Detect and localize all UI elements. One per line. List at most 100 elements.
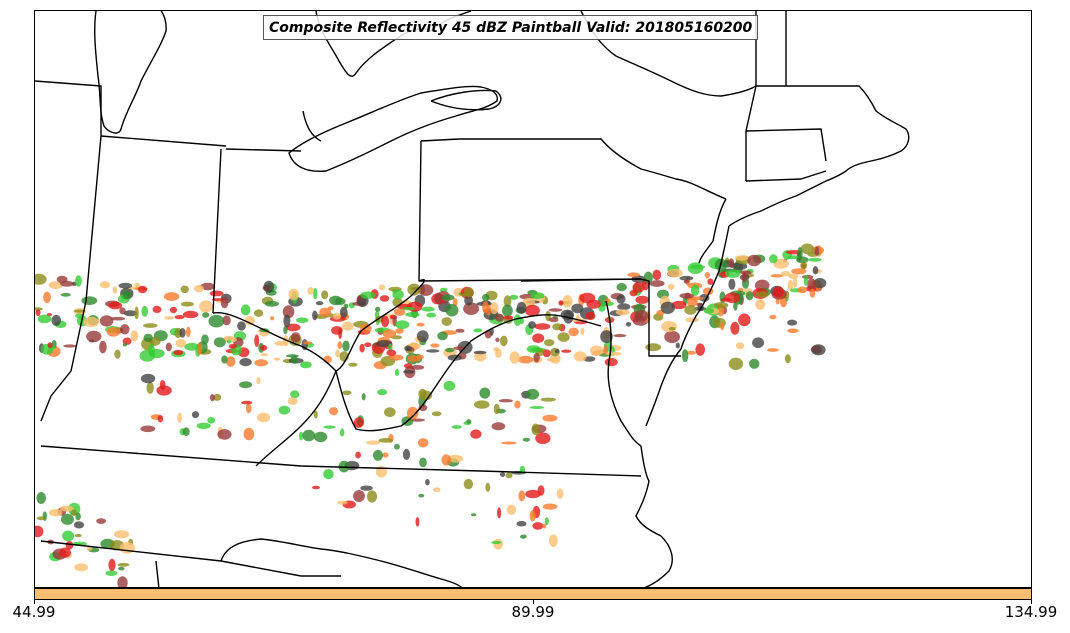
reflectivity-blob: [531, 423, 540, 436]
map-title: Composite Reflectivity 45 dBZ Paintball …: [263, 15, 759, 40]
reflectivity-blob: [237, 321, 246, 331]
reflectivity-blob: [518, 355, 534, 364]
reflectivity-blob: [193, 284, 204, 293]
reflectivity-blob: [108, 301, 123, 310]
reflectivity-blob: [792, 277, 798, 288]
reflectivity-blob: [118, 566, 125, 571]
reflectivity-blob: [110, 316, 126, 321]
reflectivity-blob: [500, 335, 508, 347]
ct-ri-border: [745, 170, 827, 182]
reflectivity-blob: [485, 482, 491, 492]
reflectivity-blob: [146, 382, 154, 394]
reflectivity-blob: [222, 315, 231, 326]
reflectivity-blob: [175, 338, 187, 348]
reflectivity-blob: [75, 512, 81, 521]
reflectivity-blob: [441, 454, 452, 466]
reflectivity-blob: [407, 283, 421, 296]
reflectivity-blob: [65, 540, 74, 550]
reflectivity-blob: [60, 513, 74, 525]
reflectivity-blob: [425, 479, 430, 486]
reflectivity-blob: [313, 410, 318, 419]
reflectivity-blob: [274, 340, 288, 346]
reflectivity-blob: [37, 314, 52, 324]
in-oh-border: [212, 148, 222, 314]
reflectivity-blob: [696, 302, 702, 307]
reflectivity-blob: [130, 330, 139, 342]
reflectivity-blob: [473, 328, 483, 333]
reflectivity-blob: [431, 411, 442, 417]
reflectivity-blob: [542, 349, 551, 358]
reflectivity-blob: [616, 294, 626, 304]
reflectivity-blob: [767, 348, 779, 352]
reflectivity-blob: [426, 349, 440, 353]
reflectivity-blob: [75, 275, 82, 287]
reflectivity-blob: [290, 332, 301, 343]
reflectivity-blob: [228, 343, 238, 349]
reflectivity-blob: [337, 500, 348, 505]
reflectivity-blob: [440, 294, 455, 301]
reflectivity-blob: [571, 303, 584, 314]
colorbar-tick-label-min: 44.99: [12, 603, 56, 621]
nc-coast: [644, 535, 673, 587]
reflectivity-blob: [534, 323, 551, 330]
reflectivity-blob: [495, 313, 504, 322]
reflectivity-blob: [728, 258, 735, 268]
reflectivity-blob: [99, 281, 111, 289]
reflectivity-blob: [366, 490, 378, 503]
reflectivity-blob: [323, 469, 334, 480]
reflectivity-blob: [704, 272, 710, 279]
reflectivity-blob: [395, 328, 404, 334]
reflectivity-blob: [332, 312, 341, 320]
reflectivity-blob: [464, 295, 473, 306]
reflectivity-blob: [177, 412, 183, 423]
reflectivity-blob: [519, 318, 525, 325]
reflectivity-blob: [525, 489, 541, 499]
reflectivity-blob: [384, 407, 396, 418]
reflectivity-blob: [140, 425, 156, 433]
reflectivity-blob: [513, 314, 522, 326]
reflectivity-blob: [615, 309, 630, 316]
oh-mi-border: [225, 148, 302, 152]
reflectivity-blob: [201, 334, 209, 345]
reflectivity-blob: [741, 271, 748, 283]
reflectivity-blob: [686, 350, 696, 355]
reflectivity-blob: [141, 305, 148, 317]
reflectivity-blob: [312, 485, 320, 490]
reflectivity-blob: [59, 505, 74, 512]
reflectivity-blob: [395, 320, 410, 330]
reflectivity-blob: [260, 344, 268, 351]
reflectivity-blob: [365, 440, 381, 445]
reflectivity-blob: [518, 490, 526, 502]
chesapeake-bay: [605, 300, 642, 447]
reflectivity-blob: [707, 278, 714, 286]
reflectivity-blob: [437, 331, 448, 341]
reflectivity-blob: [74, 563, 89, 572]
reflectivity-blob: [516, 301, 527, 314]
reflectivity-blob: [139, 349, 155, 362]
reflectivity-blob: [321, 290, 329, 300]
reflectivity-blob: [122, 343, 127, 347]
reflectivity-blob: [243, 427, 255, 441]
reflectivity-blob: [394, 443, 400, 450]
reflectivity-blob: [495, 337, 500, 342]
reflectivity-blob: [270, 316, 275, 321]
reflectivity-blob: [392, 289, 404, 300]
reflectivity-blob: [283, 314, 291, 328]
reflectivity-blob: [554, 349, 560, 354]
reflectivity-blob: [337, 341, 343, 350]
reflectivity-blob: [787, 328, 799, 334]
colorbar-tick-label-mid: 89.99: [511, 603, 555, 621]
reflectivity-blob: [210, 394, 215, 402]
reflectivity-blob: [342, 321, 354, 331]
reflectivity-blob: [769, 314, 777, 320]
reflectivity-blob: [312, 310, 318, 321]
reflectivity-blob: [529, 510, 536, 522]
reflectivity-blob: [381, 315, 390, 328]
reflectivity-blob: [307, 287, 315, 295]
reflectivity-blob: [800, 261, 808, 270]
reflectivity-blob: [681, 349, 689, 363]
reflectivity-blob: [186, 326, 191, 338]
reflectivity-blob: [290, 390, 300, 399]
reflectivity-blob: [244, 315, 255, 326]
reflectivity-blob: [209, 290, 224, 297]
